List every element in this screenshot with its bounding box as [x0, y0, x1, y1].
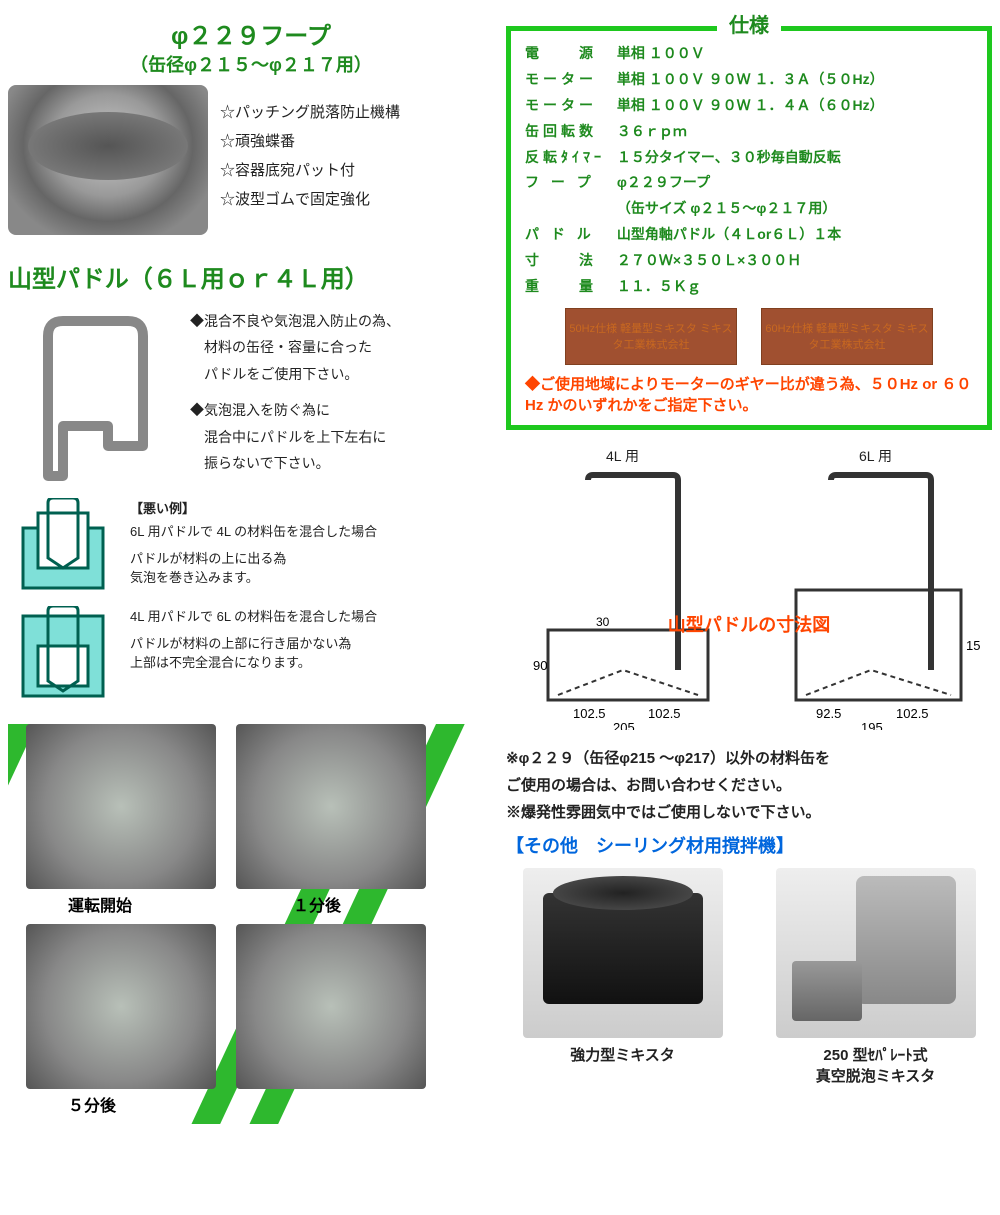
hoop-features: ☆パッチング脱落防止機構 ☆頑強蝶番 ☆容器底宛パット付 ☆波型ゴムで固定強化	[220, 85, 494, 235]
other-machine-1-image	[523, 868, 723, 1038]
svg-text:30: 30	[596, 615, 610, 629]
other-heading: 【その他 シーリング材用撹拌機】	[506, 832, 992, 858]
bad-example-1-text: 【悪い例】 6L 用パドルで 4L の材料缶を混合した場合 パドルが材料の上に出…	[130, 498, 494, 598]
other-machine-2-image	[776, 868, 976, 1038]
label-60hz: 60Hz仕様 軽量型ミキスタ ミキスタ工業株式会社	[761, 308, 933, 365]
spec-table: 電 源 単相 １００Ｖモーター 単相 １００Ｖ ９０Ｗ １．３Ａ（５０Hz）モー…	[525, 41, 973, 300]
svg-text:195: 195	[861, 720, 883, 730]
hoop-title: φ２２９フープ	[8, 16, 494, 51]
photo-grid: 運転開始 １分後 ５分後	[8, 724, 478, 1124]
dimension-diagrams: 4L 用 90 30 102.5 102.5 205 6L 用	[506, 446, 992, 733]
photo-extra	[236, 924, 426, 1089]
dim-6l-svg: 155 92.5 102.5 195	[771, 470, 981, 730]
photo-1min	[236, 724, 426, 889]
other-machine-2-caption: 250 型ｾﾊﾟﾚｰﾄ式 真空脱泡ミキスタ	[776, 1044, 976, 1086]
bad-example-2-icon	[8, 606, 118, 706]
spec-heading: 仕様	[717, 9, 781, 38]
label-50hz: 50Hz仕様 軽量型ミキスタ ミキスタ工業株式会社	[565, 308, 737, 365]
svg-text:92.5: 92.5	[816, 706, 841, 721]
usage-notes: ※φ２２９（缶径φ215 ～φ217）以外の材料缶を ご使用の場合は、お問い合わ…	[506, 747, 992, 822]
other-machine-1-caption: 強力型ミキスタ	[523, 1044, 723, 1065]
photo-start	[26, 724, 216, 889]
bad-example-2-text: 4L 用パドルで 6L の材料缶を混合した場合 パドルが材料の上部に行き届かない…	[130, 606, 494, 706]
svg-text:155: 155	[966, 638, 981, 653]
paddle-title: 山型パドル（６Ｌ用ｏｒ４Ｌ用）	[8, 259, 494, 294]
dim-4l-svg: 90 30 102.5 102.5 205	[518, 470, 728, 730]
photo-5min	[26, 924, 216, 1089]
spec-box: 仕様 電 源 単相 １００Ｖモーター 単相 １００Ｖ ９０Ｗ １．３Ａ（５０Hz…	[506, 26, 992, 430]
svg-text:102.5: 102.5	[648, 706, 681, 721]
svg-text:102.5: 102.5	[573, 706, 606, 721]
paddle-notes: ◆混合不良や気泡混入防止の為、 材料の缶径・容量に合った パドルをご使用下さい。…	[190, 306, 494, 486]
bad-example-1-icon	[8, 498, 118, 598]
paddle-image	[8, 306, 178, 486]
svg-text:102.5: 102.5	[896, 706, 929, 721]
svg-text:205: 205	[613, 720, 635, 730]
spec-warning: ◆ご使用地域によりモーターのギヤー比が違う為、５０Hz or ６０Hz かのいず…	[525, 373, 973, 415]
hoop-image	[8, 85, 208, 235]
hoop-subtitle: （缶径φ２１５～φ２１７用）	[8, 51, 494, 77]
svg-text:90: 90	[533, 658, 547, 673]
